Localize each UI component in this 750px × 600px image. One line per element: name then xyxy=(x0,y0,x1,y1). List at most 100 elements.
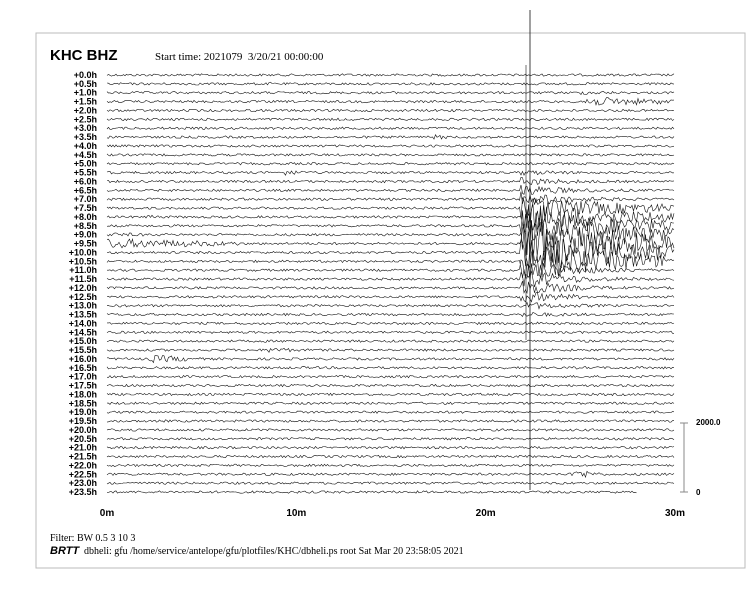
trace xyxy=(106,301,675,310)
traces xyxy=(106,10,675,494)
row-label: +4.0h xyxy=(74,141,97,151)
station: KHC BHZ xyxy=(50,47,118,64)
trace xyxy=(106,490,637,494)
trace xyxy=(106,196,675,220)
trace xyxy=(106,133,675,140)
row-label: +8.0h xyxy=(74,212,97,222)
row-label: +5.5h xyxy=(74,168,97,178)
start-time: Start time: 2021079 3/20/21 00:00:00 xyxy=(155,51,324,63)
scale-label: 0 xyxy=(696,488,701,497)
trace xyxy=(106,383,675,388)
footer-info: dbheli: gfu /home/service/antelope/gfu/p… xyxy=(84,546,464,557)
row-label: +23.0h xyxy=(69,478,97,488)
trace xyxy=(106,347,675,353)
frame xyxy=(35,32,746,569)
row-label: +9.0h xyxy=(74,230,97,240)
row-label: +7.5h xyxy=(74,203,97,213)
trace xyxy=(106,312,675,318)
trace xyxy=(106,231,675,269)
trace xyxy=(106,81,675,86)
row-label: +8.5h xyxy=(74,221,97,231)
row-label: +19.5h xyxy=(69,416,97,426)
row-label: +5.0h xyxy=(74,159,97,169)
trace xyxy=(106,170,675,176)
row-label: +21.5h xyxy=(69,452,97,462)
trace xyxy=(106,375,675,379)
trace xyxy=(106,280,675,294)
trace xyxy=(106,220,675,268)
trace xyxy=(106,437,675,441)
x-tick-label: 20m xyxy=(476,508,496,519)
row-label: +1.5h xyxy=(74,97,97,107)
row-label: +17.0h xyxy=(69,372,97,382)
row-label: +10.0h xyxy=(69,247,97,257)
row-label: +22.0h xyxy=(69,460,97,470)
row-label: +6.0h xyxy=(74,176,97,186)
row-label: +15.0h xyxy=(69,336,97,346)
row-label: +7.0h xyxy=(74,194,97,204)
trace xyxy=(106,454,675,459)
trace xyxy=(106,144,675,148)
row-label: +4.5h xyxy=(74,150,97,160)
trace xyxy=(106,176,675,186)
trace xyxy=(106,270,675,288)
row-label: +13.5h xyxy=(69,310,97,320)
trace xyxy=(106,91,675,95)
row-label: +12.0h xyxy=(69,283,97,293)
row-label: +14.0h xyxy=(69,318,97,328)
row-label: +10.5h xyxy=(69,256,97,266)
x-tick-label: 0m xyxy=(100,508,115,519)
trace xyxy=(106,410,675,414)
row-label: +12.5h xyxy=(69,292,97,302)
row-label: +18.5h xyxy=(69,398,97,408)
row-label: +16.0h xyxy=(69,354,97,364)
trace xyxy=(106,292,675,303)
trace xyxy=(106,470,675,479)
row-label: +3.0h xyxy=(74,123,97,133)
row-label: +20.5h xyxy=(69,434,97,444)
row-label: +13.0h xyxy=(69,301,97,311)
row-label: +3.5h xyxy=(74,132,97,142)
trace xyxy=(106,97,675,106)
trace xyxy=(106,73,675,77)
trace xyxy=(106,153,675,157)
row-label: +0.0h xyxy=(74,70,97,80)
x-tick-label: 30m xyxy=(665,508,685,519)
trace xyxy=(107,259,675,282)
trace xyxy=(106,126,675,130)
trace xyxy=(106,184,675,195)
row-label: +11.0h xyxy=(69,265,97,275)
row-label: +6.5h xyxy=(74,185,97,195)
row-label: +2.0h xyxy=(74,105,97,115)
trace xyxy=(106,392,675,397)
trace xyxy=(106,330,674,334)
row-label: +20.0h xyxy=(69,425,97,435)
trace xyxy=(106,481,675,485)
scale-label: 2000.0 xyxy=(696,418,721,427)
row-label: +9.5h xyxy=(74,239,97,249)
row-label: +0.5h xyxy=(74,79,97,89)
trace xyxy=(106,246,675,279)
trace xyxy=(106,217,675,256)
trace xyxy=(106,419,675,423)
row-label: +23.5h xyxy=(69,487,97,497)
row-label: +18.0h xyxy=(69,389,97,399)
trace xyxy=(106,463,675,467)
row-label: +22.5h xyxy=(69,469,97,479)
x-tick-label: 10m xyxy=(286,508,306,519)
trace xyxy=(106,191,675,205)
trace xyxy=(106,366,675,370)
trace xyxy=(106,162,675,166)
trace xyxy=(106,339,675,343)
row-label: +16.5h xyxy=(69,363,97,373)
brand: BRTT xyxy=(50,545,80,557)
trace xyxy=(106,209,674,241)
row-label: +11.5h xyxy=(69,274,97,284)
trace xyxy=(107,355,675,364)
row-label: +15.5h xyxy=(69,345,97,355)
filter: Filter: BW 0.5 3 10 3 xyxy=(50,533,135,544)
trace xyxy=(106,445,675,450)
trace xyxy=(107,401,675,405)
row-label: +17.5h xyxy=(69,381,97,391)
